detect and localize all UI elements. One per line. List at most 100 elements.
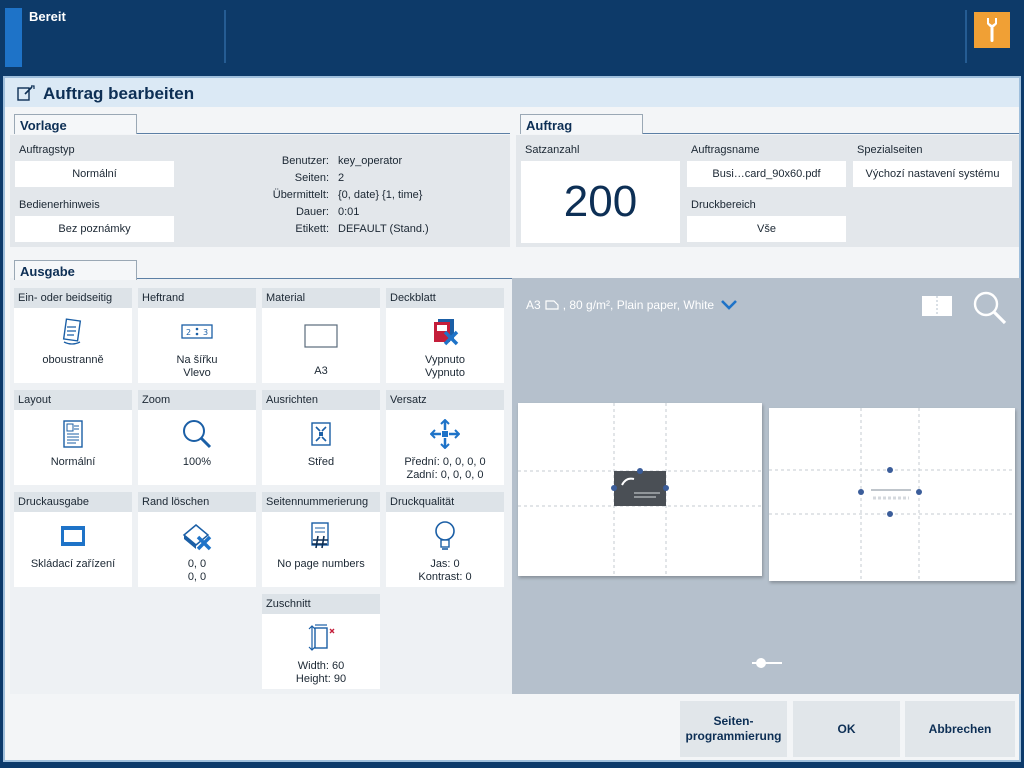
tile-label: Layout [14, 390, 132, 410]
tile-label: Material [262, 288, 380, 308]
print-quality-setting[interactable]: Druckqualität Jas: 0 Kontrast: 0 [386, 492, 504, 587]
page-numbering-setting[interactable]: Seitennummerierung No page numbers [262, 492, 380, 587]
shift-icon [430, 419, 460, 449]
maintenance-button[interactable] [974, 12, 1010, 48]
svg-text:2: 2 [186, 328, 191, 337]
duplex-setting[interactable]: Ein- oder beidseitig oboustranně [14, 288, 132, 383]
status-indicator [5, 8, 22, 67]
info-key: Dauer: [295, 206, 329, 218]
dialog-title: Auftrag bearbeiten [43, 84, 195, 103]
cancel-button[interactable]: Abbrechen [905, 701, 1015, 757]
output-setting[interactable]: Druckausgabe Skládací zařízení [14, 492, 132, 587]
tile-value: Střed [307, 456, 335, 468]
trim-setting[interactable]: Zuschnitt Width: 60 Height: 90 [262, 594, 380, 689]
page-preview: A3 , 80 g/m², Plain paper, White [512, 278, 1021, 694]
info-key: Etikett: [295, 223, 329, 235]
chevron-down-icon[interactable] [720, 299, 738, 311]
tile-value: No page numbers [277, 558, 365, 570]
tile-value: 0, 0 [187, 571, 207, 583]
dialog-header: Auftrag bearbeiten [5, 78, 1019, 107]
tile-label: Versatz [386, 390, 504, 410]
tile-value: Height: 90 [295, 673, 347, 685]
tile-label: Druckausgabe [14, 492, 132, 512]
material-setting[interactable]: Material A3 [262, 288, 380, 383]
tile-label: Deckblatt [386, 288, 504, 308]
divider [224, 10, 226, 63]
zoom-icon [183, 420, 212, 449]
tab-ausgabe[interactable]: Ausgabe [14, 260, 137, 280]
divider [965, 10, 967, 63]
info-key: Seiten: [294, 172, 329, 184]
status-bar: Bereit [0, 0, 1024, 76]
svg-text:3: 3 [203, 328, 208, 337]
preview-page-front[interactable] [518, 403, 762, 576]
tile-value: Jas: 0 [430, 558, 460, 570]
auftragstyp-label: Auftragstyp [19, 144, 75, 156]
tile-value: Vypnuto [425, 367, 465, 379]
layout-setting[interactable]: Layout Normální [14, 390, 132, 485]
tile-value: A3 [314, 365, 328, 377]
media-size: A3 [526, 298, 541, 312]
page-content [769, 408, 1015, 581]
tile-value: Width: 60 [297, 660, 345, 672]
info-value: {0, date} {1, time} [338, 189, 423, 201]
shift-setting[interactable]: Versatz Přední: 0, 0, 0, 0 Zadní: 0, 0, … [386, 390, 504, 485]
auftragsname-label: Auftragsname [691, 144, 760, 156]
tile-value: Normální [50, 456, 96, 468]
tile-label: Rand löschen [138, 492, 256, 512]
binding-edge-icon: 2 3 [181, 324, 213, 339]
media-details: , 80 g/m², Plain paper, White [562, 298, 715, 312]
tile-label: Zoom [138, 390, 256, 410]
tile-value: 100% [182, 456, 212, 468]
spezialseiten-label: Spezialseiten [857, 144, 923, 156]
book-view-icon[interactable] [921, 295, 953, 317]
page-programming-button[interactable]: Seiten-programmierung [680, 701, 787, 757]
duplex-icon [62, 318, 82, 345]
align-setting[interactable]: Ausrichten Střed [262, 390, 380, 485]
preview-page-back[interactable] [769, 408, 1015, 581]
tile-value: Zadní: 0, 0, 0, 0 [406, 469, 484, 481]
magnifier-icon[interactable] [972, 290, 1008, 326]
auftragstyp-field[interactable]: Normální [15, 161, 174, 187]
info-value: 2 [338, 172, 345, 184]
tile-value: Kontrast: 0 [418, 571, 472, 583]
tile-value: Skládací zařízení [30, 558, 116, 570]
edit-job-dialog: Auftrag bearbeiten Vorlage Auftragstyp N… [3, 76, 1021, 762]
lightbulb-icon [435, 521, 455, 550]
edge-erase-setting[interactable]: Rand löschen 0, 0 0, 0 [138, 492, 256, 587]
special-pages-field[interactable]: Výchozí nastavení systému [853, 161, 1012, 187]
info-value: 0:01 [338, 206, 360, 218]
info-value: key_operator [338, 155, 403, 167]
trim-icon [308, 624, 335, 651]
binding-edge-setting[interactable]: Heftrand 2 3 Na šířku Vlevo [138, 288, 256, 383]
info-key: Übermittelt: [272, 189, 329, 201]
ok-button[interactable]: OK [793, 701, 900, 757]
page-content [518, 403, 762, 576]
paper-sheet-icon [304, 324, 338, 348]
tab-vorlage[interactable]: Vorlage [14, 114, 137, 134]
print-range-field[interactable]: Vše [687, 216, 846, 242]
tile-value: 0, 0 [187, 558, 207, 570]
tab-auftrag[interactable]: Auftrag [520, 114, 643, 134]
bedienerhinweis-field[interactable]: Bez poznámky [15, 216, 174, 242]
tile-label: Zuschnitt [262, 594, 380, 614]
cover-sheet-icon [434, 319, 459, 346]
info-key: Benutzer: [281, 155, 329, 167]
cover-setting[interactable]: Deckblatt Vypnuto Vypnuto [386, 288, 504, 383]
edit-document-icon [17, 85, 35, 101]
erase-edge-icon [182, 524, 212, 551]
printer-status: Bereit [29, 9, 66, 24]
tile-value: oboustranně [42, 354, 104, 366]
tile-value: Přední: 0, 0, 0, 0 [404, 456, 486, 468]
satzanzahl-label: Satzanzahl [525, 144, 580, 156]
tile-label: Heftrand [138, 288, 256, 308]
job-name-field[interactable]: Busi…card_90x60.pdf [687, 161, 846, 187]
copies-field[interactable]: 200 [521, 161, 680, 243]
tile-value: Na šířku [176, 354, 218, 366]
wrench-icon [987, 18, 997, 42]
media-selector[interactable]: A3 , 80 g/m², Plain paper, White [526, 298, 738, 312]
output-tray-icon [61, 526, 85, 546]
tile-label: Ein- oder beidseitig [14, 288, 132, 308]
slider-icon[interactable] [750, 657, 784, 669]
zoom-setting[interactable]: Zoom 100% [138, 390, 256, 485]
